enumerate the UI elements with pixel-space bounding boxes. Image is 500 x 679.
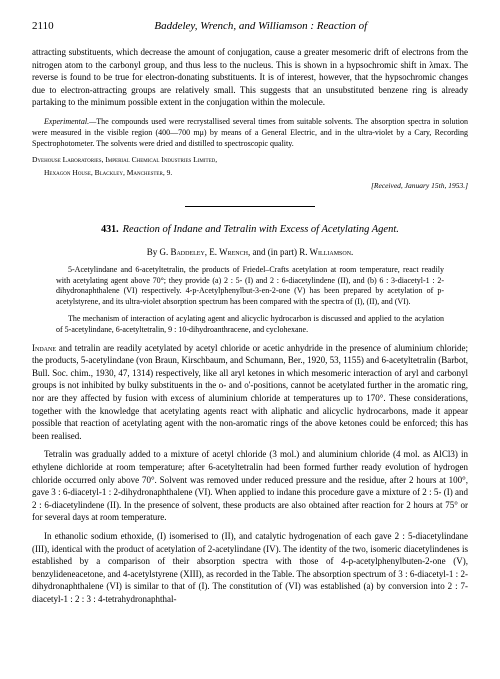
intro-paragraph: attracting substituents, which decrease … [32,46,468,109]
main-p3: In ethanolic sodium ethoxide, (I) isomer… [32,530,468,606]
authors-prefix: By [147,247,160,257]
authors-mid: and (in part) [252,247,299,257]
abstract-p1: 5-Acetylindane and 6-acetyltetralin, the… [56,265,444,308]
affiliation-block: Dyehouse Laboratories, Imperial Chemical… [32,155,468,178]
main-p2: Tetralin was gradually added to a mixtur… [32,448,468,524]
authors-line: By G. Baddeley, E. Wrench, and (in part)… [32,247,468,257]
article-title-block: 431. Reaction of Indane and Tetralin wit… [32,219,468,237]
experimental-label: Experimental.— [44,117,96,126]
experimental-section: Experimental.—The compounds used were re… [32,117,468,149]
experimental-text: The compounds used were recrystallised s… [32,117,468,148]
running-title: Baddeley, Wrench, and Williamson : React… [54,20,468,32]
main-p1: Indane and tetralin are readily acetylat… [32,342,468,443]
main-p1-lead: Indane [32,343,59,353]
author-2: E. Wrench, [209,247,252,257]
author-3: R. Williamson. [299,247,353,257]
page-number: 2110 [32,20,54,32]
main-p1-body: and tetralin are readily acetylated by a… [32,343,468,441]
affiliation-line-1: Dyehouse Laboratories, Imperial Chemical… [32,155,468,165]
section-divider [185,206,316,207]
author-1: G. Baddeley, [159,247,209,257]
article-title: Reaction of Indane and Tetralin with Exc… [123,224,399,235]
page-header: 2110 Baddeley, Wrench, and Williamson : … [32,20,468,32]
received-date: [Received, January 15th, 1953.] [32,181,468,190]
affiliation-line-2: Hexagon House, Blackley, Manchester, 9. [32,168,468,178]
abstract-p2: The mechanism of interaction of acylatin… [56,314,444,336]
article-number: 431. [101,224,119,235]
